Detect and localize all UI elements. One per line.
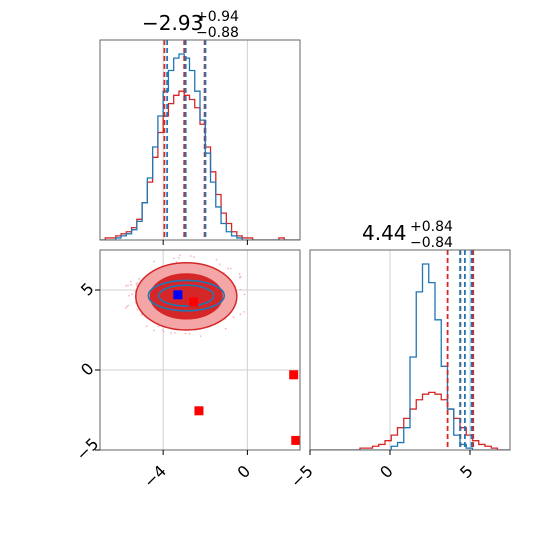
histogram-param1-ticks — [162, 240, 248, 245]
scatter-2d-sample-point — [124, 307, 127, 309]
histogram-param2-x-tick-label: 0 — [376, 461, 397, 482]
scatter-2d-sample-point — [162, 330, 165, 333]
scatter-2d-sample-point — [215, 258, 218, 261]
scatter-2d-x-tick-label: 0 — [234, 461, 255, 482]
scatter-2d-sample-point — [130, 283, 133, 286]
scatter-2d-marker-red — [189, 297, 199, 307]
scatter-2d-sample-point — [243, 311, 246, 313]
scatter-2d-sample-point — [157, 325, 160, 328]
scatter-2d-sample-point — [170, 332, 173, 334]
scatter-2d-contour-blue-1 — [147, 279, 226, 312]
scatter-2d-sample-point — [145, 325, 148, 328]
histogram-param1-plot-area — [100, 40, 300, 240]
scatter-2d-plot-area — [124, 254, 300, 445]
scatter-2d-sample-point — [153, 260, 155, 263]
histogram-param2-x-tick-label: −5 — [287, 461, 317, 491]
scatter-2d-y-tick-label: 0 — [77, 359, 98, 380]
histogram-param2-series-red — [310, 391, 510, 450]
scatter-2d-sample-point — [173, 331, 176, 334]
scatter-2d-sample-point — [238, 273, 241, 275]
scatter-2d-sample-point — [189, 255, 192, 257]
histogram-param2-plot-area — [310, 250, 510, 450]
scatter-2d-sample-point — [184, 332, 187, 335]
title-param2: 4.44 +0.84 −0.84 — [362, 219, 453, 251]
scatter-2d-sample-point — [188, 332, 191, 335]
scatter-2d-marker-red — [194, 406, 204, 416]
scatter-2d-sample-point — [218, 263, 221, 266]
histogram-param2-frame — [309, 249, 511, 451]
scatter-2d-x-tick-label: −4 — [140, 461, 170, 491]
scatter-2d-sample-point — [243, 293, 246, 296]
histogram-param1-panel — [99, 39, 301, 245]
title-param1-upper: +0.94 — [196, 9, 239, 25]
scatter-2d-marker-red — [289, 370, 299, 380]
scatter-2d-sample-point — [239, 276, 241, 279]
scatter-2d-y-tick-label: −5 — [72, 434, 102, 464]
scatter-2d-sample-point — [126, 305, 128, 308]
histogram-param2-gridlines — [309, 250, 471, 450]
scatter-2d-sample-point — [136, 308, 139, 311]
title-param2-upper: +0.84 — [410, 219, 453, 235]
scatter-2d-sample-point — [138, 278, 140, 280]
scatter-2d-sample-point — [177, 256, 180, 259]
histogram-param1-gridlines — [162, 40, 248, 240]
scatter-2d-y-tick-label: 5 — [77, 279, 98, 300]
scatter-2d-panel: −4 0 −5 0 5 — [72, 249, 301, 492]
histogram-param2-ticks: −5 0 5 — [287, 450, 477, 492]
scatter-2d-sample-point — [227, 267, 229, 270]
scatter-2d-contour-red-2 — [149, 273, 223, 320]
scatter-2d-sample-point — [175, 260, 178, 263]
scatter-2d-sample-point — [172, 257, 175, 260]
scatter-2d-sample-point — [127, 284, 129, 287]
scatter-2d-sample-point — [140, 313, 143, 316]
scatter-2d-marker-blue — [173, 290, 183, 300]
title-param1-value: −2.93 — [142, 11, 203, 35]
scatter-2d-sample-point — [224, 327, 227, 330]
scatter-2d-sample-point — [239, 313, 242, 316]
scatter-2d-sample-point — [229, 267, 232, 270]
scatter-2d-sample-point — [239, 288, 242, 291]
histogram-param2-series-blue — [310, 263, 510, 450]
scatter-2d-contour-blue-2 — [158, 284, 215, 307]
scatter-2d-sample-point — [128, 294, 131, 297]
scatter-2d-sample-point — [125, 284, 127, 287]
scatter-2d-sample-point — [161, 329, 164, 332]
histogram-param1-series-blue — [100, 53, 300, 240]
scatter-2d-sample-point — [131, 293, 134, 296]
scatter-2d-sample-point — [153, 329, 155, 332]
scatter-2d-sample-point — [129, 280, 132, 283]
histogram-param2-x-tick-label: 5 — [456, 461, 477, 482]
scatter-2d-frame — [99, 249, 301, 451]
histogram-param2-panel: −5 0 5 — [287, 249, 511, 492]
scatter-2d-sample-point — [178, 254, 181, 257]
scatter-2d-sample-point — [136, 282, 139, 284]
title-param2-value: 4.44 — [362, 221, 407, 245]
title-param2-lower: −0.84 — [410, 235, 453, 251]
title-param1-lower: −0.88 — [196, 25, 239, 41]
title-param1: −2.93 +0.94 −0.88 — [142, 9, 239, 41]
scatter-2d-sample-point — [199, 335, 202, 338]
scatter-2d-sample-point — [232, 316, 235, 319]
scatter-2d-sample-point — [127, 304, 130, 307]
scatter-2d-sample-point — [192, 256, 195, 258]
scatter-2d-marker-red — [291, 435, 300, 445]
histogram-param1-frame — [99, 39, 301, 241]
